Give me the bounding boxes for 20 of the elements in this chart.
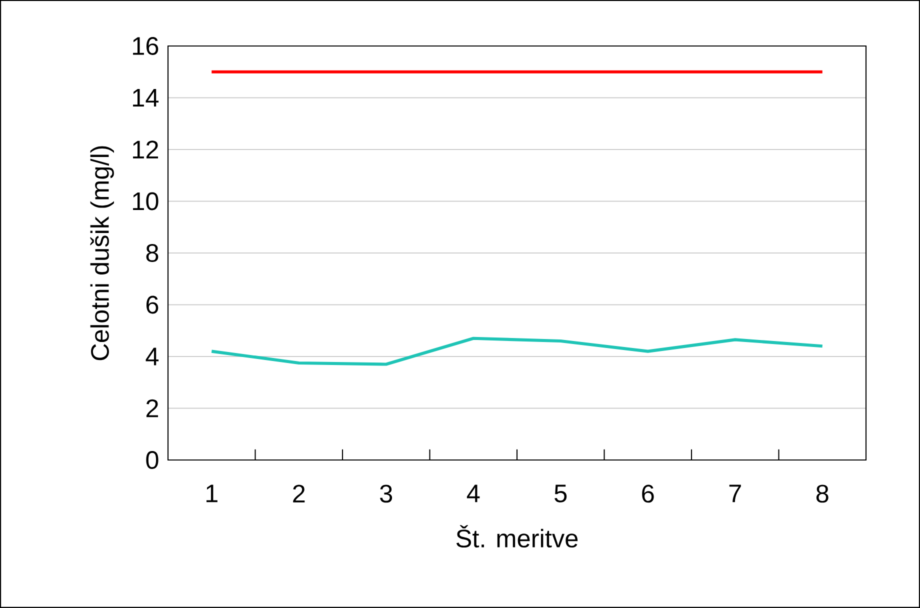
x-tick-label: 1 [206,484,218,502]
y-tick-label: 14 [133,89,159,106]
y-tick-label: 0 [146,451,158,469]
x-tick-label: 6 [642,484,654,503]
y-tick-label: 6 [146,296,158,314]
y-tick-label: 2 [146,399,158,418]
y-tick-label: 12 [133,140,158,158]
y-axis-title: Celotni dušik (mg/l) [90,146,114,360]
y-tick-label: 10 [133,192,158,210]
y-tick-label: 8 [146,244,158,262]
x-tick-label: 2 [293,484,305,502]
x-tick-label: 3 [380,484,392,503]
x-tick-label: 4 [466,484,480,502]
x-axis-title: Št. meritve [456,525,578,548]
line-series [210,336,824,366]
x-tick-label: 7 [729,484,741,502]
y-tick-label: 4 [146,348,159,366]
y-tick-label: 16 [133,37,158,55]
x-tick-label: 8 [816,484,828,503]
x-tick-label: 5 [554,484,567,502]
